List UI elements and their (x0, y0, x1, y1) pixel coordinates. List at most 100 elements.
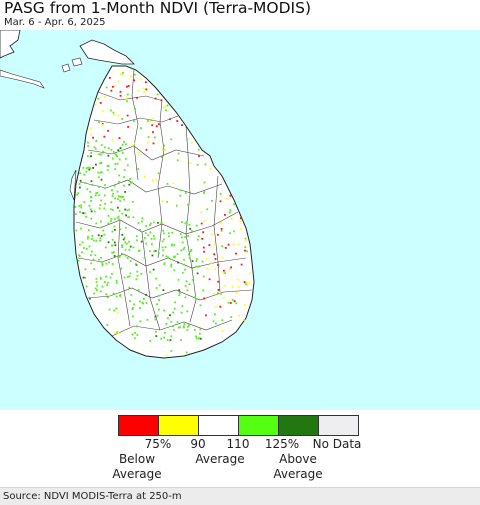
anomaly-pixel (92, 239, 95, 242)
anomaly-pixel (243, 281, 246, 283)
anomaly-pixel (188, 257, 191, 259)
anomaly-pixel (171, 231, 174, 234)
anomaly-pixel (90, 196, 92, 198)
anomaly-pixel (123, 276, 126, 279)
anomaly-pixel (177, 261, 179, 264)
anomaly-pixel (110, 148, 113, 151)
anomaly-pixel (124, 157, 127, 160)
anomaly-pixel (111, 272, 113, 275)
anomaly-pixel (119, 90, 122, 93)
anomaly-pixel (170, 320, 173, 323)
anomaly-pixel (117, 215, 120, 218)
anomaly-pixel (244, 303, 246, 306)
anomaly-pixel (244, 239, 247, 242)
anomaly-pixel (103, 207, 106, 210)
anomaly-pixel (133, 337, 136, 340)
anomaly-pixel (108, 261, 110, 264)
anomaly-pixel (229, 302, 232, 304)
anomaly-pixel (101, 264, 104, 267)
anomaly-pixel (161, 148, 164, 151)
anomaly-pixel (199, 337, 202, 340)
anomaly-pixel (166, 200, 168, 203)
anomaly-pixel (102, 150, 104, 153)
anomaly-pixel (202, 246, 205, 249)
anomaly-pixel (95, 222, 98, 225)
map-title: PASG from 1-Month NDVI (Terra-MODIS) (4, 0, 312, 17)
date-range: Mar. 6 - Apr. 6, 2025 (4, 17, 106, 28)
anomaly-pixel (144, 232, 147, 235)
anomaly-pixel (181, 241, 184, 244)
anomaly-pixel (166, 317, 169, 320)
anomaly-pixel (131, 308, 134, 310)
anomaly-pixel (144, 237, 146, 239)
anomaly-pixel (170, 263, 173, 266)
anomaly-pixel (80, 227, 82, 230)
anomaly-pixel (104, 281, 106, 283)
anomaly-pixel (195, 260, 198, 263)
anomaly-pixel (123, 184, 125, 187)
anomaly-pixel (152, 221, 155, 224)
anomaly-pixel (126, 164, 129, 167)
anomaly-pixel (220, 228, 223, 230)
anomaly-pixel (139, 300, 141, 303)
map-canvas[interactable] (0, 30, 480, 410)
anomaly-pixel (224, 214, 226, 216)
anomaly-pixel (75, 229, 78, 232)
anomaly-pixel (200, 222, 203, 225)
anomaly-pixel (117, 206, 119, 209)
anomaly-pixel (209, 167, 212, 170)
anomaly-pixel (181, 221, 183, 223)
anomaly-pixel (230, 218, 233, 220)
anomaly-pixel (206, 208, 209, 211)
below-line1: Below (118, 452, 156, 466)
anomaly-pixel (179, 326, 181, 329)
anomaly-pixel (233, 300, 236, 303)
anomaly-pixel (231, 285, 234, 288)
anomaly-pixel (117, 80, 120, 83)
anomaly-pixel (143, 297, 145, 300)
anomaly-pixel (131, 333, 134, 336)
anomaly-pixel (191, 260, 194, 262)
anomaly-pixel (204, 163, 207, 166)
anomaly-pixel (82, 166, 85, 169)
anomaly-pixel (221, 256, 224, 259)
anomaly-pixel (95, 163, 97, 166)
anomaly-pixel (224, 272, 226, 274)
anomaly-pixel (113, 218, 116, 221)
anomaly-pixel (235, 302, 238, 305)
anomaly-pixel (190, 250, 192, 252)
island (71, 57, 83, 67)
ndvi-map[interactable] (0, 30, 480, 410)
anomaly-pixel (178, 289, 180, 292)
anomaly-pixel (158, 308, 160, 311)
anomaly-pixel (198, 337, 200, 340)
anomaly-pixel (103, 135, 106, 138)
anomaly-pixel (100, 220, 102, 223)
anomaly-pixel (180, 249, 183, 252)
anomaly-pixel (221, 330, 224, 332)
legend-swatch-below-75 (119, 416, 159, 435)
anomaly-pixel (155, 287, 158, 289)
anomaly-pixel (104, 146, 106, 149)
anomaly-pixel (91, 184, 93, 186)
anomaly-pixel (92, 258, 95, 261)
anomaly-pixel (227, 243, 230, 246)
anomaly-pixel (105, 293, 107, 296)
anomaly-pixel (186, 138, 188, 141)
source-footer: Source: NDVI MODIS-Terra at 250-m (0, 487, 480, 505)
anomaly-pixel (165, 323, 168, 325)
anomaly-pixel (230, 316, 233, 318)
anomaly-pixel (139, 307, 141, 309)
anomaly-pixel (191, 278, 194, 281)
anomaly-pixel (145, 293, 147, 296)
anomaly-pixel (199, 328, 202, 331)
anomaly-pixel (111, 139, 114, 141)
anomaly-pixel (162, 229, 165, 232)
anomaly-pixel (111, 230, 114, 233)
anomaly-pixel (91, 238, 93, 240)
anomaly-pixel (103, 233, 106, 236)
anomaly-pixel (178, 292, 181, 294)
anomaly-pixel (170, 258, 172, 261)
anomaly-pixel (195, 337, 198, 340)
anomaly-pixel (86, 188, 89, 191)
